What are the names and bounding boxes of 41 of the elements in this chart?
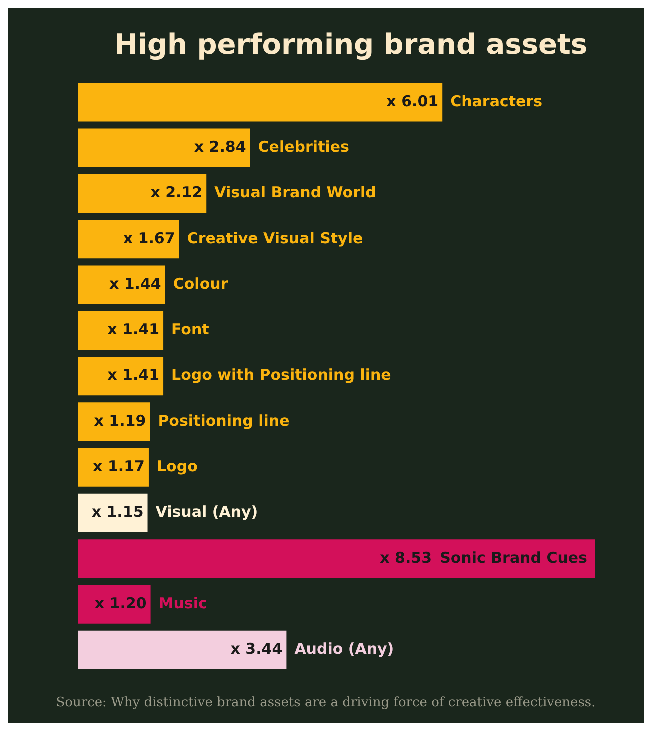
bar [78,402,150,442]
data-label: x 1.67 [123,229,176,248]
y-tick-label: Sonic Brand Cues [440,548,588,567]
y-tick-label: Celebrities [258,138,350,156]
source-note: Source: Why distinctive brand assets are a driving force of creative effectiveness. [56,695,596,710]
y-tick-label: Audio (Any) [294,640,394,658]
y-tick-label: Font [172,320,210,339]
y-tick-label: Creative Visual Style [187,229,364,248]
bar [78,494,148,533]
data-label: x 3.44 [230,640,283,658]
bar [78,311,164,350]
y-tick-label: Logo with Positioning line [172,366,392,384]
data-label: x 2.12 [150,184,203,202]
bar [78,585,151,624]
y-tick-label: Visual Brand World [214,184,376,202]
data-label: x 6.01 [386,92,439,110]
data-label: x 1.19 [94,412,146,430]
y-tick-label: Music [158,594,208,612]
y-tick-label: Positioning line [158,412,290,430]
data-label: x 1.15 [92,503,144,522]
bar [78,128,250,168]
data-label: x 8.53 [380,548,432,567]
bar [78,356,164,396]
y-tick-label: Visual (Any) [156,503,258,522]
bar [78,540,596,578]
y-tick-label: Logo [156,457,198,476]
data-label: x 1.41 [108,320,160,339]
chart-title: High performing brand assets [114,28,588,62]
y-tick-label: Colour [173,274,229,293]
data-label: x 1.17 [93,457,145,476]
bar [78,174,207,214]
data-label: x 1.20 [94,594,147,612]
data-label: x 1.41 [108,366,160,384]
data-label: x 2.84 [194,138,246,156]
bar [78,448,149,487]
bar [78,83,443,122]
y-tick-label: Characters [450,92,543,110]
bar [78,630,287,670]
data-label: x 1.44 [109,274,162,293]
bar [78,220,180,259]
bar [78,266,166,304]
